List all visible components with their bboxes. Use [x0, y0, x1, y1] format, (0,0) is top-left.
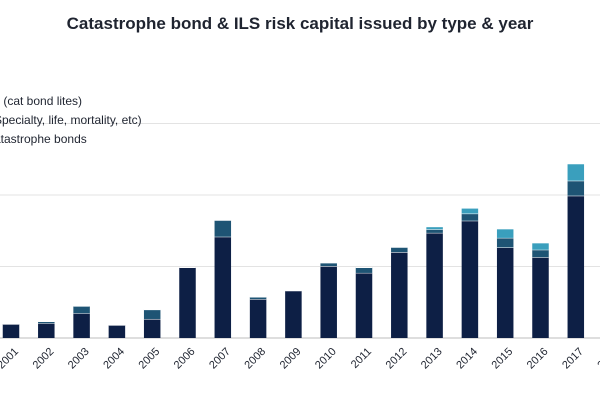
bar-2011-series-0 — [355, 272, 373, 338]
bar-2010-series-1 — [320, 262, 337, 267]
bar-2017-series-2 — [567, 164, 585, 181]
x-tick-label: 2008 — [242, 346, 268, 372]
bar-2016-series-0 — [532, 257, 549, 338]
bar-2010-series-0 — [320, 266, 337, 338]
bar-2005-series-1 — [143, 309, 161, 319]
x-tick-label: 2002 — [31, 346, 57, 372]
bar-2017-series-1 — [567, 180, 585, 196]
x-tick-label: 2012 — [384, 346, 410, 372]
bar-2005-series-0 — [143, 318, 161, 338]
bar-2008-series-0 — [249, 299, 267, 338]
bar-2003-series-1 — [73, 306, 90, 314]
bar-2014-series-1 — [461, 213, 479, 221]
bar-2003-series-0 — [73, 313, 90, 338]
x-tick-label: 2004 — [101, 346, 127, 372]
x-tick-label: 2001 — [0, 346, 21, 372]
bar-2014-series-2 — [461, 208, 479, 214]
x-tick-label: 2003 — [66, 346, 92, 372]
x-tick-label: 2016 — [525, 346, 551, 372]
bar-2012-series-1 — [391, 247, 408, 253]
bar-2002-series-1 — [38, 321, 55, 324]
x-tick-label: 2005 — [137, 346, 163, 372]
x-tick-label: 2014 — [454, 346, 480, 372]
bar-2002-series-0 — [38, 323, 55, 338]
bar-2009-series-0 — [285, 290, 302, 338]
bar-2007-series-1 — [214, 220, 232, 237]
legend-entry-cat-bond-lites: s (cat bond lites) — [0, 94, 83, 108]
x-tick-label: 2007 — [207, 346, 233, 372]
bar-2013-series-2 — [426, 227, 443, 230]
chart-title: Catastrophe bond & ILS risk capital issu… — [66, 14, 534, 33]
bar-2011-series-1 — [355, 267, 373, 273]
legend-entry-specialty: Specialty, life, mortality, etc) — [0, 113, 142, 127]
bar-2013-series-1 — [426, 229, 443, 233]
bar-2017-series-0 — [567, 195, 585, 338]
bar-2006-series-0 — [179, 267, 196, 338]
bar-2014-series-0 — [461, 220, 479, 338]
bar-2012-series-0 — [391, 252, 408, 338]
bar-2015-series-2 — [496, 229, 514, 238]
x-tick-label: 2015 — [490, 346, 516, 372]
bar-2001-series-0 — [2, 324, 20, 338]
bar-2015-series-1 — [496, 237, 514, 248]
x-tick-label: 2010 — [313, 346, 339, 372]
bar-2004-series-0 — [108, 325, 126, 338]
bar-2015-series-0 — [496, 247, 514, 338]
bar-2016-series-1 — [532, 249, 549, 258]
x-tick-label: 2011 — [349, 346, 374, 371]
x-tick-label: 2018 — [595, 346, 600, 372]
bar-2007-series-0 — [214, 236, 232, 338]
x-tick-label: 2009 — [278, 346, 304, 372]
x-tick-labels: 2001 2002 2003 2004 2005 2006 2007 2008 2009 2010… — [0, 346, 600, 372]
x-tick-label: 2006 — [172, 346, 198, 372]
x-tick-label: 2017 — [560, 346, 586, 372]
x-tick-label: 2013 — [419, 346, 445, 372]
legend-entry-catastrophe-bonds: atastrophe bonds — [0, 132, 87, 146]
bar-2013-series-0 — [426, 232, 443, 338]
bar-2008-series-1 — [249, 296, 267, 300]
bar-2016-series-2 — [532, 243, 549, 250]
bars — [2, 164, 585, 338]
